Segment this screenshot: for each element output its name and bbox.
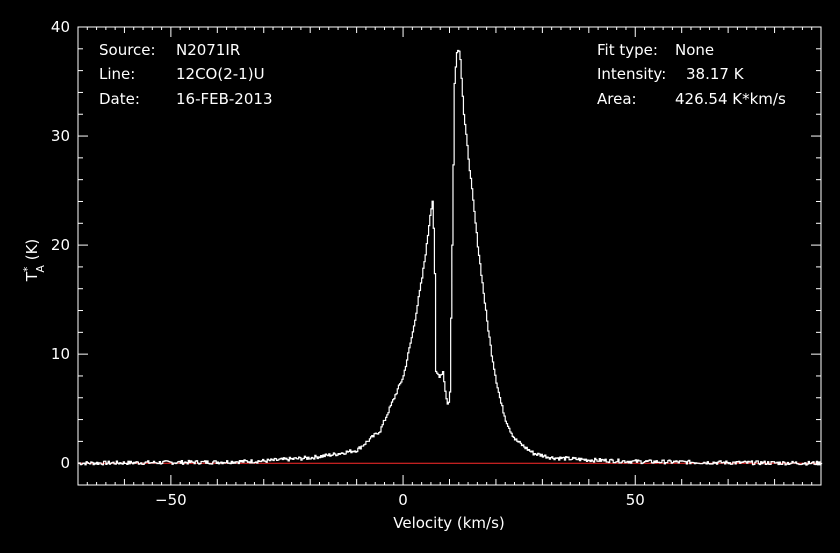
date-label: Date: <box>99 90 140 108</box>
date-value: 16-FEB-2013 <box>176 90 272 108</box>
source-value: N2071IR <box>176 41 240 59</box>
x-tick-label: −50 <box>155 491 187 509</box>
y-tick-label: 0 <box>60 454 70 472</box>
x-tick-label: 0 <box>398 491 408 509</box>
y-tick-label: 40 <box>51 18 70 36</box>
y-tick-label: 30 <box>51 127 70 145</box>
y-axis-label-unit: (K) <box>23 239 41 265</box>
x-tick-label: 50 <box>626 491 645 509</box>
area-value: 426.54 K*km/s <box>675 90 786 108</box>
fit-type-label: Fit type: <box>597 41 658 59</box>
intensity-value: 38.17 K <box>686 65 745 83</box>
x-axis-label: Velocity (km/s) <box>393 514 504 532</box>
y-tick-label: 20 <box>51 236 70 254</box>
area-label: Area: <box>597 90 637 108</box>
source-label: Source: <box>99 41 156 59</box>
line-value: 12CO(2-1)U <box>176 65 265 83</box>
y-axis-label-sup: * <box>21 266 34 272</box>
line-label: Line: <box>99 65 135 83</box>
intensity-label: Intensity: <box>597 65 666 83</box>
fit-type-value: None <box>675 41 714 59</box>
y-tick-label: 10 <box>51 345 70 363</box>
